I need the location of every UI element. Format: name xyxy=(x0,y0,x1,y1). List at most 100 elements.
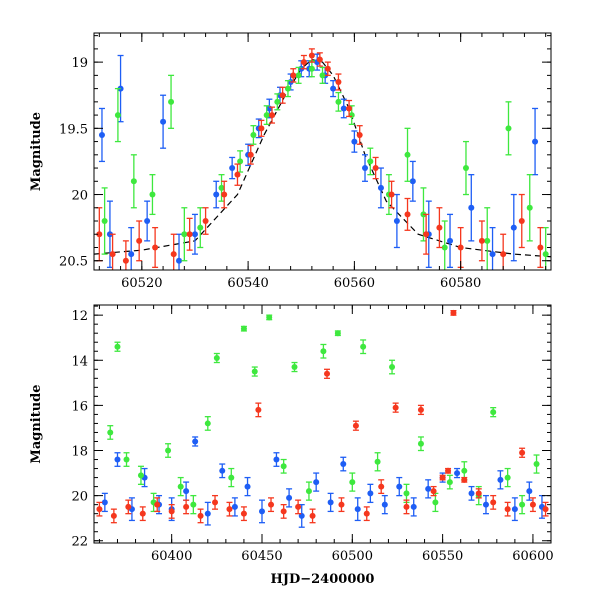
data-point xyxy=(263,112,270,119)
data-point xyxy=(423,231,430,238)
plot-area xyxy=(96,309,549,528)
data-point xyxy=(237,158,244,165)
data-point xyxy=(202,218,209,225)
data-point xyxy=(519,501,526,508)
data-point xyxy=(478,237,485,244)
data-point xyxy=(388,191,395,198)
data-point xyxy=(308,65,315,72)
data-point xyxy=(320,348,327,355)
data-point xyxy=(367,490,374,497)
data-point xyxy=(137,472,144,479)
data-point xyxy=(101,499,108,506)
data-point xyxy=(327,499,334,506)
data-point xyxy=(542,251,549,258)
data-point xyxy=(152,244,159,251)
data-point xyxy=(197,224,204,231)
data-point xyxy=(186,231,193,238)
data-point xyxy=(160,118,167,125)
data-point xyxy=(266,314,273,321)
data-point xyxy=(123,456,130,463)
data-point xyxy=(497,476,504,483)
data-point xyxy=(519,449,526,456)
data-point xyxy=(255,406,262,413)
data-point xyxy=(280,508,287,515)
data-point xyxy=(219,467,226,474)
x-tick-label: 60540 xyxy=(227,276,268,291)
data-point xyxy=(410,503,417,510)
data-point xyxy=(330,85,337,92)
series-1 xyxy=(101,60,549,270)
y-tick-label: 20 xyxy=(71,189,88,204)
y-axis-title: Magnitude xyxy=(29,384,44,463)
data-point xyxy=(338,501,345,508)
data-point xyxy=(324,65,331,72)
data-point xyxy=(109,251,116,258)
data-point xyxy=(484,237,491,244)
y-tick-label: 16 xyxy=(71,399,88,414)
data-point xyxy=(114,343,121,350)
x-tick-label: 60580 xyxy=(440,276,481,291)
data-point xyxy=(96,231,103,238)
plot-frame xyxy=(93,32,552,271)
data-point xyxy=(110,512,117,519)
data-point xyxy=(231,503,238,510)
data-point xyxy=(511,506,518,513)
plot-frame xyxy=(93,304,552,544)
y-tick-label: 19.5 xyxy=(59,122,88,137)
data-point xyxy=(300,59,307,66)
data-point xyxy=(165,447,172,454)
x-tick-label: 60600 xyxy=(512,549,553,564)
data-point xyxy=(279,92,286,99)
data-point xyxy=(183,488,190,495)
data-point xyxy=(226,506,233,513)
data-point xyxy=(308,52,315,59)
data-point xyxy=(532,138,539,145)
data-point xyxy=(334,330,341,337)
data-point xyxy=(436,224,443,231)
data-point xyxy=(362,165,369,172)
data-point xyxy=(417,406,424,413)
data-point xyxy=(393,218,400,225)
data-point xyxy=(461,476,468,483)
data-point xyxy=(298,512,305,519)
data-point xyxy=(461,467,468,474)
data-point xyxy=(295,72,302,79)
data-point xyxy=(269,112,276,119)
data-point xyxy=(378,483,385,490)
data-point xyxy=(504,474,511,481)
x-axis-title: HJD−2400000 xyxy=(271,572,375,587)
data-point xyxy=(213,355,220,362)
data-point xyxy=(268,501,275,508)
data-point xyxy=(228,474,235,481)
data-point xyxy=(542,506,549,513)
data-point xyxy=(114,112,121,119)
data-point xyxy=(462,165,469,172)
data-point xyxy=(533,461,540,468)
data-point xyxy=(204,420,211,427)
data-point xyxy=(247,151,254,158)
data-point xyxy=(425,485,432,492)
series-2 xyxy=(96,309,549,524)
data-point xyxy=(529,501,536,508)
data-point xyxy=(101,218,108,225)
data-point xyxy=(340,105,347,112)
data-point xyxy=(284,85,291,92)
data-point xyxy=(504,506,511,513)
data-point xyxy=(468,490,475,497)
plot-area xyxy=(94,48,551,270)
data-point xyxy=(349,479,356,486)
data-point xyxy=(417,440,424,447)
data-point xyxy=(351,138,358,145)
data-point xyxy=(139,510,146,517)
data-point xyxy=(335,98,342,105)
series-1 xyxy=(107,314,540,515)
data-point xyxy=(439,474,446,481)
data-point xyxy=(107,429,114,436)
y-tick-label: 20.5 xyxy=(59,255,88,270)
data-point xyxy=(409,178,416,185)
data-point xyxy=(377,184,384,191)
data-point xyxy=(251,368,258,375)
data-point xyxy=(457,244,464,251)
data-point xyxy=(335,78,342,85)
data-point xyxy=(319,72,326,79)
